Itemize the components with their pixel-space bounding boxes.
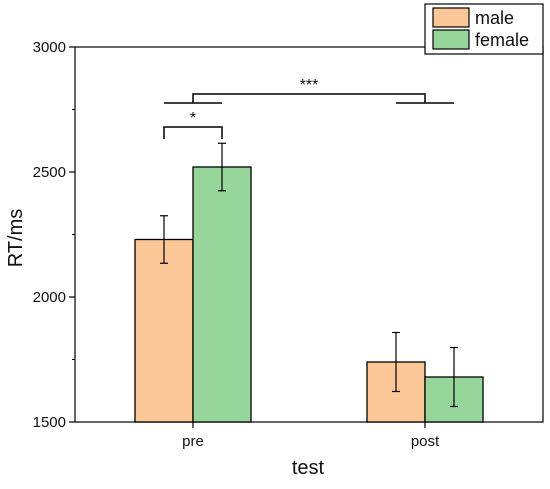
significance-bracket-pre-post	[192, 93, 426, 103]
axes: 1500 2000 2500 3000 pre post	[33, 39, 544, 450]
bars	[134, 166, 484, 423]
x-tick-label: pre	[182, 433, 204, 450]
significance-brackets: ****	[163, 77, 454, 139]
legend-label-male: male	[475, 8, 514, 28]
y-axis-title: RT/ms	[5, 209, 27, 268]
bar-female-pre	[192, 166, 252, 423]
significance-label: *	[190, 110, 196, 127]
y-tick-label: 1500	[33, 414, 66, 431]
y-tick-label: 3000	[33, 39, 66, 56]
legend-swatch-male	[432, 7, 470, 28]
x-tick-label: post	[411, 433, 440, 450]
error-bars	[160, 142, 458, 408]
legend-swatch-female	[432, 29, 470, 50]
bar-male-pre	[134, 238, 194, 423]
x-axis-title: test	[292, 457, 325, 479]
significance-bracket-pre	[163, 126, 223, 139]
legend-label-female: female	[475, 30, 529, 50]
y-tick-label: 2000	[33, 289, 66, 306]
significance-label: ***	[300, 77, 319, 94]
y-tick-label: 2500	[33, 164, 66, 181]
